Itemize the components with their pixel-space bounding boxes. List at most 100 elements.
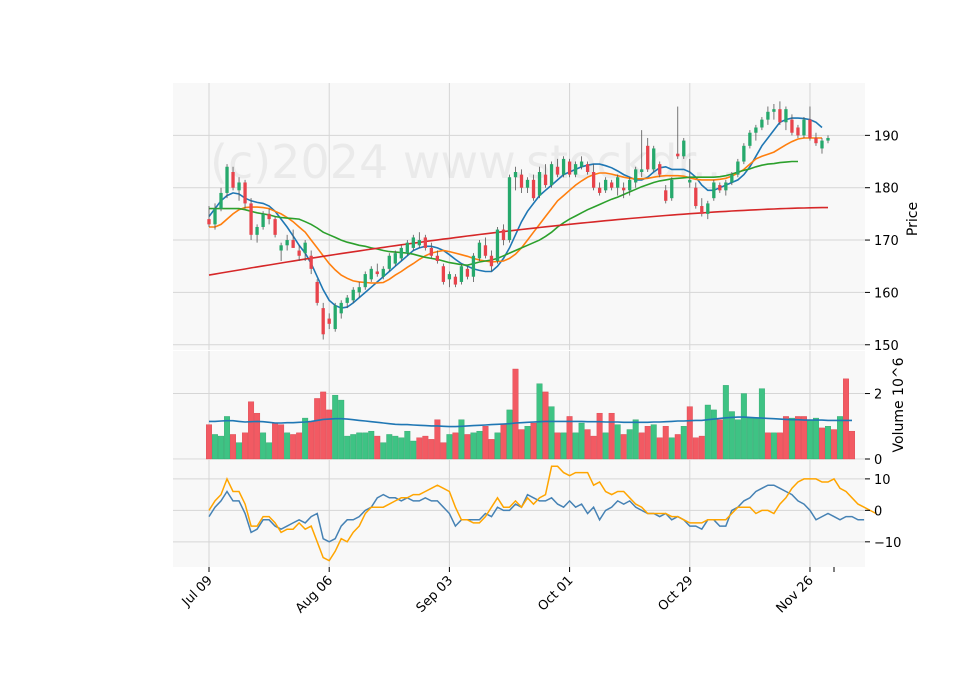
candle-body — [381, 268, 385, 277]
moving-average-line — [209, 160, 798, 267]
volume-bar — [800, 416, 807, 460]
candle-body — [682, 140, 686, 157]
candle-body — [315, 281, 319, 303]
candle-body — [417, 240, 421, 246]
volume-bar — [620, 434, 627, 460]
candle-body — [237, 182, 241, 191]
volume-bar — [476, 430, 483, 460]
candle-body — [640, 169, 644, 172]
volume-bar — [692, 437, 699, 460]
date-tick-label: Oct 29 — [655, 573, 696, 614]
candle-body — [591, 172, 596, 188]
volume-bar — [260, 432, 267, 460]
candle-body — [285, 240, 289, 246]
candle-body — [784, 109, 788, 123]
candle-body — [664, 190, 668, 201]
candle-body — [327, 318, 331, 324]
volume-bar — [488, 439, 495, 460]
volume-bar — [302, 417, 309, 460]
volume-bar — [770, 432, 777, 460]
y-tick-label: 180 — [874, 182, 899, 197]
candle-body — [255, 226, 259, 235]
candle-body — [814, 137, 818, 144]
volume-bar — [843, 378, 849, 460]
volume-bar — [470, 432, 477, 460]
oscillator-panel-background — [173, 460, 865, 567]
y-tick-label: 0 — [874, 504, 882, 519]
volume-bar — [266, 442, 273, 460]
candle-body — [231, 172, 235, 188]
volume-bar — [734, 419, 741, 460]
oscillator-line — [208, 465, 877, 562]
candle-body — [525, 179, 530, 188]
candle-body — [567, 161, 572, 175]
volume-bar — [650, 424, 657, 460]
candle-body — [411, 237, 415, 248]
candle-body — [826, 137, 830, 141]
volume-bar — [758, 388, 765, 460]
date-tick-label: Oct 01 — [535, 573, 576, 614]
candle-body — [375, 271, 379, 275]
candle-body — [435, 255, 440, 261]
volume-bar — [578, 422, 585, 460]
candle-body — [423, 237, 428, 248]
candle-body — [243, 182, 247, 204]
volume-bar — [374, 435, 381, 460]
y-tick-label: 150 — [874, 339, 899, 354]
candle-body — [718, 185, 722, 191]
volume-bar — [368, 430, 375, 460]
volume-bar — [752, 417, 759, 460]
volume-bar — [506, 409, 513, 460]
volume-bar — [296, 432, 303, 460]
volume-bar — [710, 409, 717, 460]
volume-bar — [440, 442, 447, 460]
volume-bar — [542, 391, 549, 460]
candle-body — [303, 242, 307, 254]
volume-bar — [837, 416, 843, 460]
candle-body — [585, 164, 590, 172]
volume-bar — [500, 424, 507, 460]
candle-body — [279, 245, 283, 251]
volume-bar — [704, 404, 711, 460]
volume-bar — [494, 432, 501, 460]
candle-body — [513, 172, 518, 178]
volume-bar — [662, 426, 669, 460]
candle-body — [501, 229, 506, 241]
candle-body — [646, 145, 650, 170]
volume-axis-ticks: 02 — [865, 388, 882, 468]
candle-body — [555, 166, 560, 175]
date-tick-label: Aug 06 — [293, 573, 336, 616]
volume-bar — [206, 424, 212, 460]
candle-body — [603, 179, 608, 191]
candle-body — [405, 242, 409, 254]
volume-bar — [813, 417, 819, 460]
candle-body — [730, 174, 734, 183]
volume-bar — [794, 416, 801, 460]
volume-bar — [482, 426, 489, 460]
volume-bar — [464, 434, 471, 460]
candle-body — [465, 268, 470, 277]
volume-bar — [764, 432, 771, 460]
y-tick-label: 2 — [874, 388, 882, 403]
candle-body — [724, 182, 728, 191]
moving-average-line — [209, 137, 822, 284]
y-tick-label: 160 — [874, 286, 899, 301]
candle-body — [658, 164, 662, 175]
candle-body — [802, 119, 806, 136]
volume-bar — [314, 398, 321, 460]
candle-body — [537, 172, 542, 196]
oscillator-lines — [208, 465, 877, 562]
volume-bar — [218, 435, 224, 460]
candle-body — [688, 179, 692, 183]
candle-body — [297, 250, 301, 256]
volume-bar — [398, 437, 405, 460]
volume-bar — [584, 429, 591, 460]
candle-body — [429, 247, 434, 256]
volume-bar — [392, 435, 399, 460]
volume-bar — [819, 427, 825, 460]
candle-body — [309, 255, 313, 269]
volume-bar — [602, 432, 609, 460]
volume-bar — [807, 419, 813, 460]
volume-bar — [680, 426, 687, 460]
